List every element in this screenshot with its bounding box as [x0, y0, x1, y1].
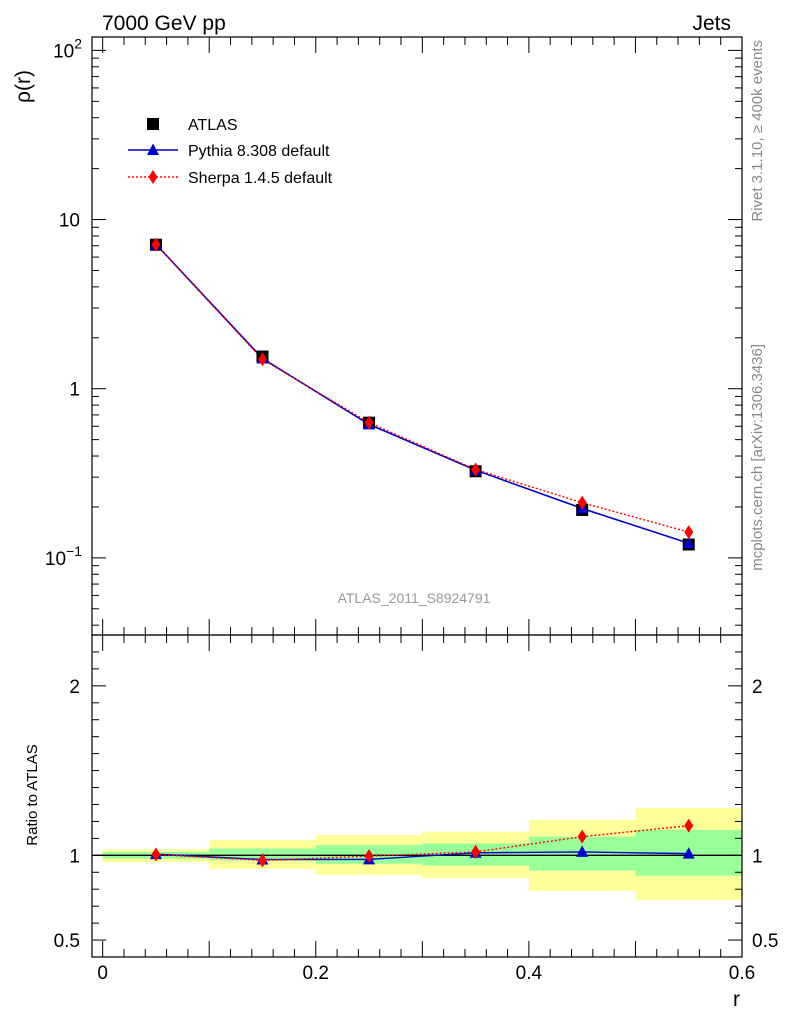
main-y-tick-label: 102: [53, 35, 82, 62]
sherpa-line: [155, 244, 689, 533]
sherpa-point: [577, 495, 587, 510]
legend-sherpa-marker: [148, 170, 158, 184]
ratio-plot-marks: [92, 807, 742, 901]
ratio-y-tick-label-right: 2: [752, 677, 763, 698]
ratio-axes: 0.5 0.5 1 1 2 2 0 0.2 0.4 0.6: [54, 634, 778, 984]
main-y-axis-label: ρ(r): [12, 70, 35, 103]
legend-label-data: ATLAS: [188, 117, 238, 134]
main-axes: 10−1 1 10 102: [45, 35, 743, 635]
main-y-tick-label: 10−1: [45, 543, 82, 570]
ratio-x-tick-label: 0.2: [303, 963, 329, 984]
ratio-sherpa-point: [577, 829, 587, 844]
ratio-sherpa-point: [257, 853, 267, 868]
pythia-point: [682, 536, 695, 549]
ratio-sherpa-point: [684, 818, 694, 833]
ratio-y-tick-label-left: 2: [69, 677, 80, 698]
rivet-version-label: Rivet 3.1.10, ≥ 400k events: [749, 40, 766, 222]
mcplots-label: mcplots.cern.ch [arXiv:1306.3436]: [749, 344, 766, 571]
sherpa-point: [257, 352, 267, 367]
main-y-tick-label: 1: [69, 380, 80, 401]
sherpa-point: [471, 462, 481, 477]
ratio-sherpa-point: [471, 844, 481, 859]
sherpa-point: [364, 415, 374, 430]
header-left: 7000 GeV pp: [102, 12, 226, 35]
ratio-sherpa-point: [364, 849, 374, 864]
ratio-y-tick-label-left: 1: [69, 846, 80, 867]
header-right: Jets: [692, 12, 731, 35]
legend-data-marker: [147, 118, 159, 130]
ratio-pythia-point: [682, 847, 695, 859]
legend-pythia-marker: [147, 143, 159, 155]
ratio-pythia-line: [155, 851, 689, 861]
main-panel: 10−1 1 10 102 ρ(r) ATLAS_2011_S8924791 ATLA…: [12, 35, 743, 636]
ratio-panel: 0.5 0.5 1 1 2 2 0 0.2 0.4 0.6 Ratio to ATLAS r: [24, 634, 778, 1011]
ratio-pythia-point: [576, 845, 589, 857]
main-y-tick-label: 10: [59, 211, 80, 232]
ratio-y-tick-label-right: 0.5: [752, 931, 778, 952]
ratio-y-tick-label-right: 1: [752, 846, 763, 867]
analysis-label: ATLAS_2011_S8924791: [338, 590, 491, 606]
ratio-x-tick-label: 0.6: [729, 963, 755, 984]
legend-label-pythia: Pythia 8.308 default: [188, 143, 330, 160]
legend: ATLAS Pythia 8.308 default Sherpa 1.4.5 de…: [128, 117, 333, 187]
pythia-line: [155, 243, 689, 545]
ratio-y-axis-label: Ratio to ATLAS: [24, 744, 41, 845]
x-axis-label: r: [733, 988, 740, 1011]
ratio-sherpa-point: [151, 847, 161, 862]
legend-label-sherpa: Sherpa 1.4.5 default: [188, 170, 333, 187]
sherpa-point: [151, 237, 161, 252]
main-plot-marks: [149, 237, 695, 551]
ratio-plot-frame: [91, 634, 743, 958]
ratio-sherpa-line: [155, 824, 689, 862]
ratio-x-tick-label: 0.4: [516, 963, 543, 984]
ratio-x-tick-label: 0: [97, 963, 108, 984]
sherpa-point: [684, 525, 694, 540]
ratio-y-tick-label-left: 0.5: [54, 931, 80, 952]
